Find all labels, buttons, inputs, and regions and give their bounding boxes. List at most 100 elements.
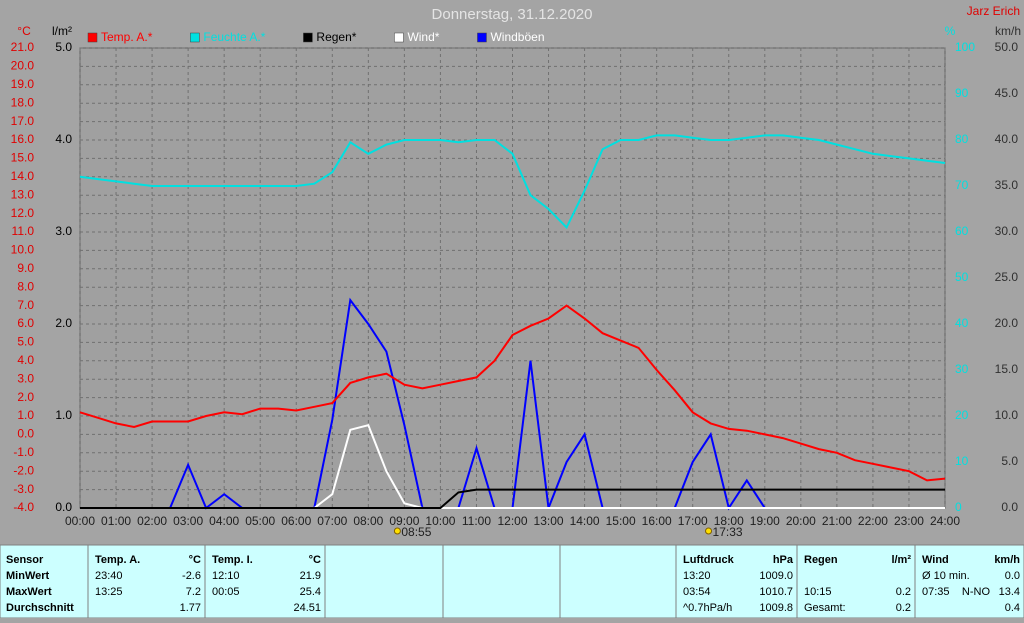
- y-tick-label: 10: [955, 454, 969, 468]
- table-cell: 0.4: [1005, 602, 1020, 614]
- table-header: Luftdruck: [683, 554, 735, 566]
- x-tick-label: 22:00: [858, 514, 888, 528]
- x-tick-label: 03:00: [173, 514, 203, 528]
- y-tick-label: 4.0: [17, 353, 34, 367]
- y-tick-label: 40: [955, 316, 969, 330]
- table-cell: MinWert: [6, 570, 50, 582]
- table-cell: -2.6: [182, 570, 201, 582]
- table-bg: [0, 544, 1024, 619]
- y-tick-label: 4.0: [55, 132, 72, 146]
- table-cell: 07:35: [922, 586, 950, 598]
- x-tick-label: 15:00: [606, 514, 636, 528]
- table-header: l/m²: [891, 554, 911, 566]
- y-tick-label: 8.0: [17, 279, 34, 293]
- y-tick-label: 3.0: [55, 224, 72, 238]
- y-tick-label: 60: [955, 224, 969, 238]
- sun-label: 17:33: [713, 525, 743, 539]
- table-cell: Durchschnitt: [6, 602, 74, 614]
- y-tick-label: 90: [955, 86, 969, 100]
- y-tick-label: 40.0: [995, 132, 1019, 146]
- y-tick-label: 50: [955, 270, 969, 284]
- y-tick-label: 5.0: [1001, 454, 1018, 468]
- x-tick-label: 11:00: [462, 514, 491, 528]
- legend-swatch: [394, 32, 404, 43]
- y-tick-label: 50.0: [995, 40, 1019, 54]
- x-tick-label: 24:00: [930, 514, 960, 528]
- y-tick-label: 45.0: [995, 86, 1019, 100]
- table-header: hPa: [773, 554, 794, 566]
- y-tick-label: 30: [955, 362, 969, 376]
- y-tick-label: 7.0: [17, 298, 34, 312]
- y-tick-label: 100: [955, 40, 975, 54]
- legend-label: Wind*: [407, 30, 439, 44]
- y-tick-label: 0.0: [55, 500, 72, 514]
- legend-label: Temp. A.*: [101, 30, 153, 44]
- sun-icon: [705, 527, 713, 535]
- table-header: Temp. I.: [212, 554, 253, 566]
- legend-swatch: [190, 32, 200, 43]
- table-cell: 0.2: [896, 602, 911, 614]
- axis-unit: %: [945, 24, 956, 38]
- y-tick-label: 0.0: [1001, 500, 1018, 514]
- sun-icon: [393, 527, 401, 535]
- y-tick-label: 9.0: [17, 261, 34, 275]
- x-tick-label: 18:00: [714, 514, 744, 528]
- y-tick-label: 20.0: [11, 59, 35, 73]
- x-tick-label: 17:00: [678, 514, 708, 528]
- y-tick-label: 25.0: [995, 270, 1019, 284]
- table-header: °C: [309, 554, 321, 566]
- y-tick-label: -4.0: [13, 500, 34, 514]
- table-cell: 25.4: [300, 586, 321, 598]
- x-tick-label: 07:00: [317, 514, 347, 528]
- table-cell: 03:54: [683, 586, 711, 598]
- axis-unit: °C: [17, 24, 31, 38]
- legend-label: Regen*: [316, 30, 356, 44]
- table-cell: ^0.7hPa/h: [683, 602, 732, 614]
- table-cell: 0.2: [896, 586, 911, 598]
- table-header: °C: [189, 554, 201, 566]
- table-cell: 1010.7: [759, 586, 793, 598]
- table-header: km/h: [994, 554, 1020, 566]
- y-tick-label: 6.0: [17, 316, 34, 330]
- series-line: [80, 488, 945, 509]
- y-tick-label: 10.0: [11, 243, 35, 257]
- y-tick-label: 3.0: [17, 371, 34, 385]
- table-cell: 12:10: [212, 570, 240, 582]
- table-cell: Sensor: [6, 554, 44, 566]
- table-cell: 23:40: [95, 570, 123, 582]
- table-cell: 21.9: [300, 570, 321, 582]
- y-tick-label: 16.0: [11, 132, 35, 146]
- table-cell: 24.51: [293, 602, 321, 614]
- y-tick-label: 2.0: [17, 390, 34, 404]
- legend-label: Windböen: [490, 30, 544, 44]
- chart-title: Donnerstag, 31.12.2020: [432, 6, 593, 23]
- y-tick-label: 5.0: [55, 40, 72, 54]
- author: Jarz Erich: [967, 4, 1020, 18]
- x-tick-label: 13:00: [534, 514, 564, 528]
- y-tick-label: 20.0: [995, 316, 1019, 330]
- y-tick-label: 18.0: [11, 95, 35, 109]
- table-cell: Gesamt:: [804, 602, 846, 614]
- y-tick-label: 35.0: [995, 178, 1019, 192]
- y-tick-label: 0: [955, 500, 962, 514]
- y-tick-label: -3.0: [13, 482, 34, 496]
- x-tick-label: 09:00: [389, 514, 419, 528]
- table-cell: 00:05: [212, 586, 240, 598]
- y-tick-label: 5.0: [17, 335, 34, 349]
- x-tick-label: 04:00: [209, 514, 239, 528]
- x-tick-label: 10:00: [425, 514, 455, 528]
- y-tick-label: 20: [955, 408, 969, 422]
- table-cell: Ø 10 min.: [922, 570, 970, 582]
- x-tick-label: 02:00: [137, 514, 167, 528]
- y-tick-label: 11.0: [12, 224, 35, 238]
- x-tick-label: 19:00: [750, 514, 780, 528]
- y-tick-label: 15.0: [11, 151, 35, 165]
- x-tick-label: 14:00: [570, 514, 600, 528]
- table-header: Regen: [804, 554, 838, 566]
- table-cell: MaxWert: [6, 586, 52, 598]
- y-tick-label: 19.0: [11, 77, 35, 91]
- x-tick-label: 23:00: [894, 514, 924, 528]
- y-tick-label: 80: [955, 132, 969, 146]
- x-tick-label: 12:00: [497, 514, 527, 528]
